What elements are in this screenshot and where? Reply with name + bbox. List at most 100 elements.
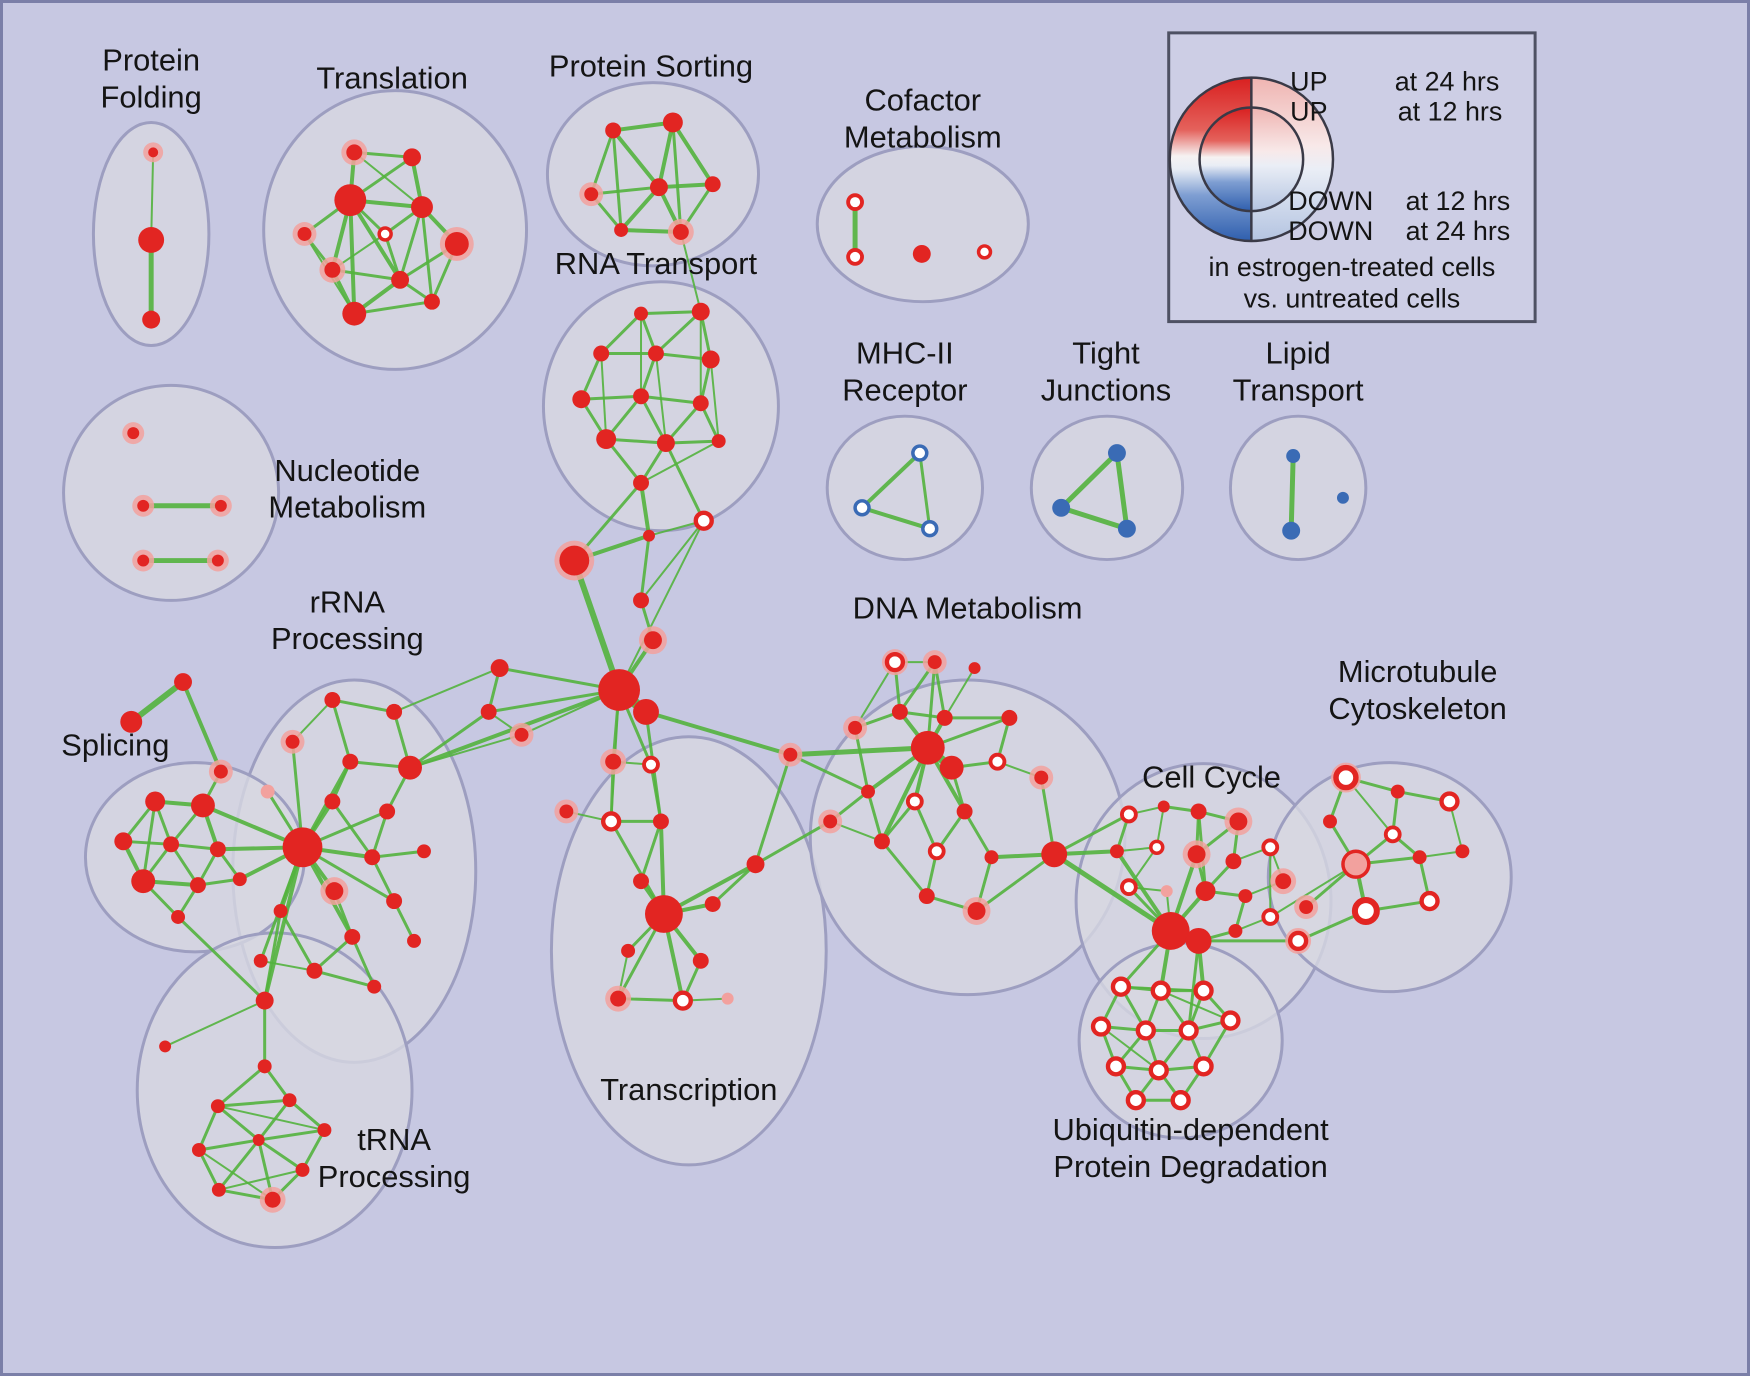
network-edge xyxy=(398,205,424,282)
network-edge xyxy=(640,440,720,484)
node-u8 xyxy=(1105,1056,1127,1077)
network-edge xyxy=(1269,863,1357,918)
node-d7 xyxy=(1001,709,1018,726)
network-edge xyxy=(197,1148,221,1192)
network-edge xyxy=(257,1138,305,1172)
node-u6 xyxy=(1178,1020,1199,1041)
node-mh1 xyxy=(911,444,929,462)
node-tx11 xyxy=(692,952,709,969)
node-tx9 xyxy=(704,896,721,913)
network-edge xyxy=(963,809,993,859)
node-cc5 xyxy=(1109,844,1124,859)
node-d8 xyxy=(988,752,1007,771)
cluster-label-dna-metabolism: DNA Metabolism xyxy=(853,590,1083,625)
node-cc12 xyxy=(1195,881,1216,902)
node-g3 xyxy=(208,759,233,784)
node-r7 xyxy=(324,793,341,810)
cluster-label-trna-processing: tRNA Processing xyxy=(318,1122,471,1194)
network-edge xyxy=(671,120,683,234)
node-rt4 xyxy=(647,345,664,362)
cluster-ellipse-trna-processing xyxy=(135,931,414,1250)
node-mc5 xyxy=(1383,825,1402,844)
network-edge xyxy=(164,999,266,1048)
node-u3 xyxy=(1193,980,1214,1001)
node-tr8 xyxy=(252,1134,265,1146)
network-edge xyxy=(393,667,501,713)
node-nm3 xyxy=(209,494,232,517)
network-edge xyxy=(350,935,376,989)
node-rhub xyxy=(282,827,323,868)
node-cchub xyxy=(1151,912,1190,950)
node-r18 xyxy=(253,953,268,968)
cluster-label-protein-folding: Protein Folding xyxy=(101,43,202,115)
cluster-label-rna-transport: RNA Transport xyxy=(555,246,758,281)
cluster-layer xyxy=(62,81,1513,1250)
node-cc1 xyxy=(1120,805,1138,824)
legend-time-label-2: at 12 hrs xyxy=(1406,186,1511,216)
node-ps1 xyxy=(605,122,622,139)
network-edge xyxy=(1058,450,1120,511)
network-edge xyxy=(788,753,870,794)
cluster-label-ubiquitin-degradation: Ubiquitin-dependent Protein Degradation xyxy=(1053,1112,1330,1184)
node-r1 xyxy=(324,691,341,708)
network-edge xyxy=(217,1138,261,1192)
node-rt10 xyxy=(656,434,675,453)
node-tx7 xyxy=(633,873,649,890)
node-cc4 xyxy=(1224,807,1253,836)
network-edge xyxy=(150,151,155,241)
node-pf1 xyxy=(143,142,164,163)
node-r14 xyxy=(344,928,361,945)
node-tj1 xyxy=(1107,444,1126,462)
network-edge xyxy=(312,935,354,973)
node-d10 xyxy=(861,784,875,799)
node-t11 xyxy=(423,293,440,310)
network-edge xyxy=(197,1148,274,1201)
node-r12 xyxy=(386,893,403,910)
node-t6 xyxy=(377,226,393,242)
node-d4 xyxy=(843,715,868,740)
node-mc3 xyxy=(1439,791,1460,812)
node-cm2 xyxy=(846,248,864,266)
network-edge xyxy=(409,733,523,769)
network-edge xyxy=(860,451,922,510)
network-edge xyxy=(301,1128,326,1172)
node-u1 xyxy=(1110,976,1132,997)
network-edge xyxy=(1187,939,1201,1032)
node-nm1 xyxy=(122,422,145,445)
node-hub xyxy=(598,669,641,711)
node-u4 xyxy=(1090,1016,1112,1037)
cluster-ellipse-microtubule-cytoskeleton xyxy=(1266,761,1513,994)
network-edge xyxy=(618,519,705,691)
network-edge xyxy=(487,688,621,714)
network-svg: Protein Folding Translation Protein Sorting… xyxy=(61,31,1537,1250)
network-edge xyxy=(257,1098,292,1142)
network-edge xyxy=(216,1064,267,1108)
node-r3 xyxy=(280,729,305,754)
cluster-label-nucleotide-metabolism: Nucleotide Metabolism xyxy=(268,453,426,525)
cluster-ellipse-tight-junctions xyxy=(1029,414,1185,562)
node-r9 xyxy=(364,849,381,866)
network-edge xyxy=(860,505,932,531)
node-tr11 xyxy=(259,1186,286,1213)
node-tx10 xyxy=(621,943,636,958)
network-edge xyxy=(975,852,1056,913)
node-r15 xyxy=(407,933,421,948)
cluster-label-cell-cycle: Cell Cycle xyxy=(1142,760,1281,795)
cluster-label-rrna-processing: rRNA Processing xyxy=(271,584,424,656)
network-edge xyxy=(1058,505,1130,532)
node-mc1 xyxy=(1331,762,1361,793)
network-edge xyxy=(619,185,661,232)
network-edge xyxy=(754,819,832,866)
network-edge xyxy=(918,451,932,531)
node-h4 xyxy=(633,592,649,609)
network-edge xyxy=(654,310,703,355)
node-pf3 xyxy=(142,310,161,329)
node-t9 xyxy=(391,270,410,289)
network-edge xyxy=(262,845,305,1003)
legend-direction-label-0: UP xyxy=(1290,67,1327,97)
node-rt12 xyxy=(633,474,649,491)
node-t10 xyxy=(342,301,367,326)
cluster-ellipse-cofactor-metabolism xyxy=(815,144,1030,304)
node-s5 xyxy=(209,841,226,858)
node-s1 xyxy=(145,791,166,812)
